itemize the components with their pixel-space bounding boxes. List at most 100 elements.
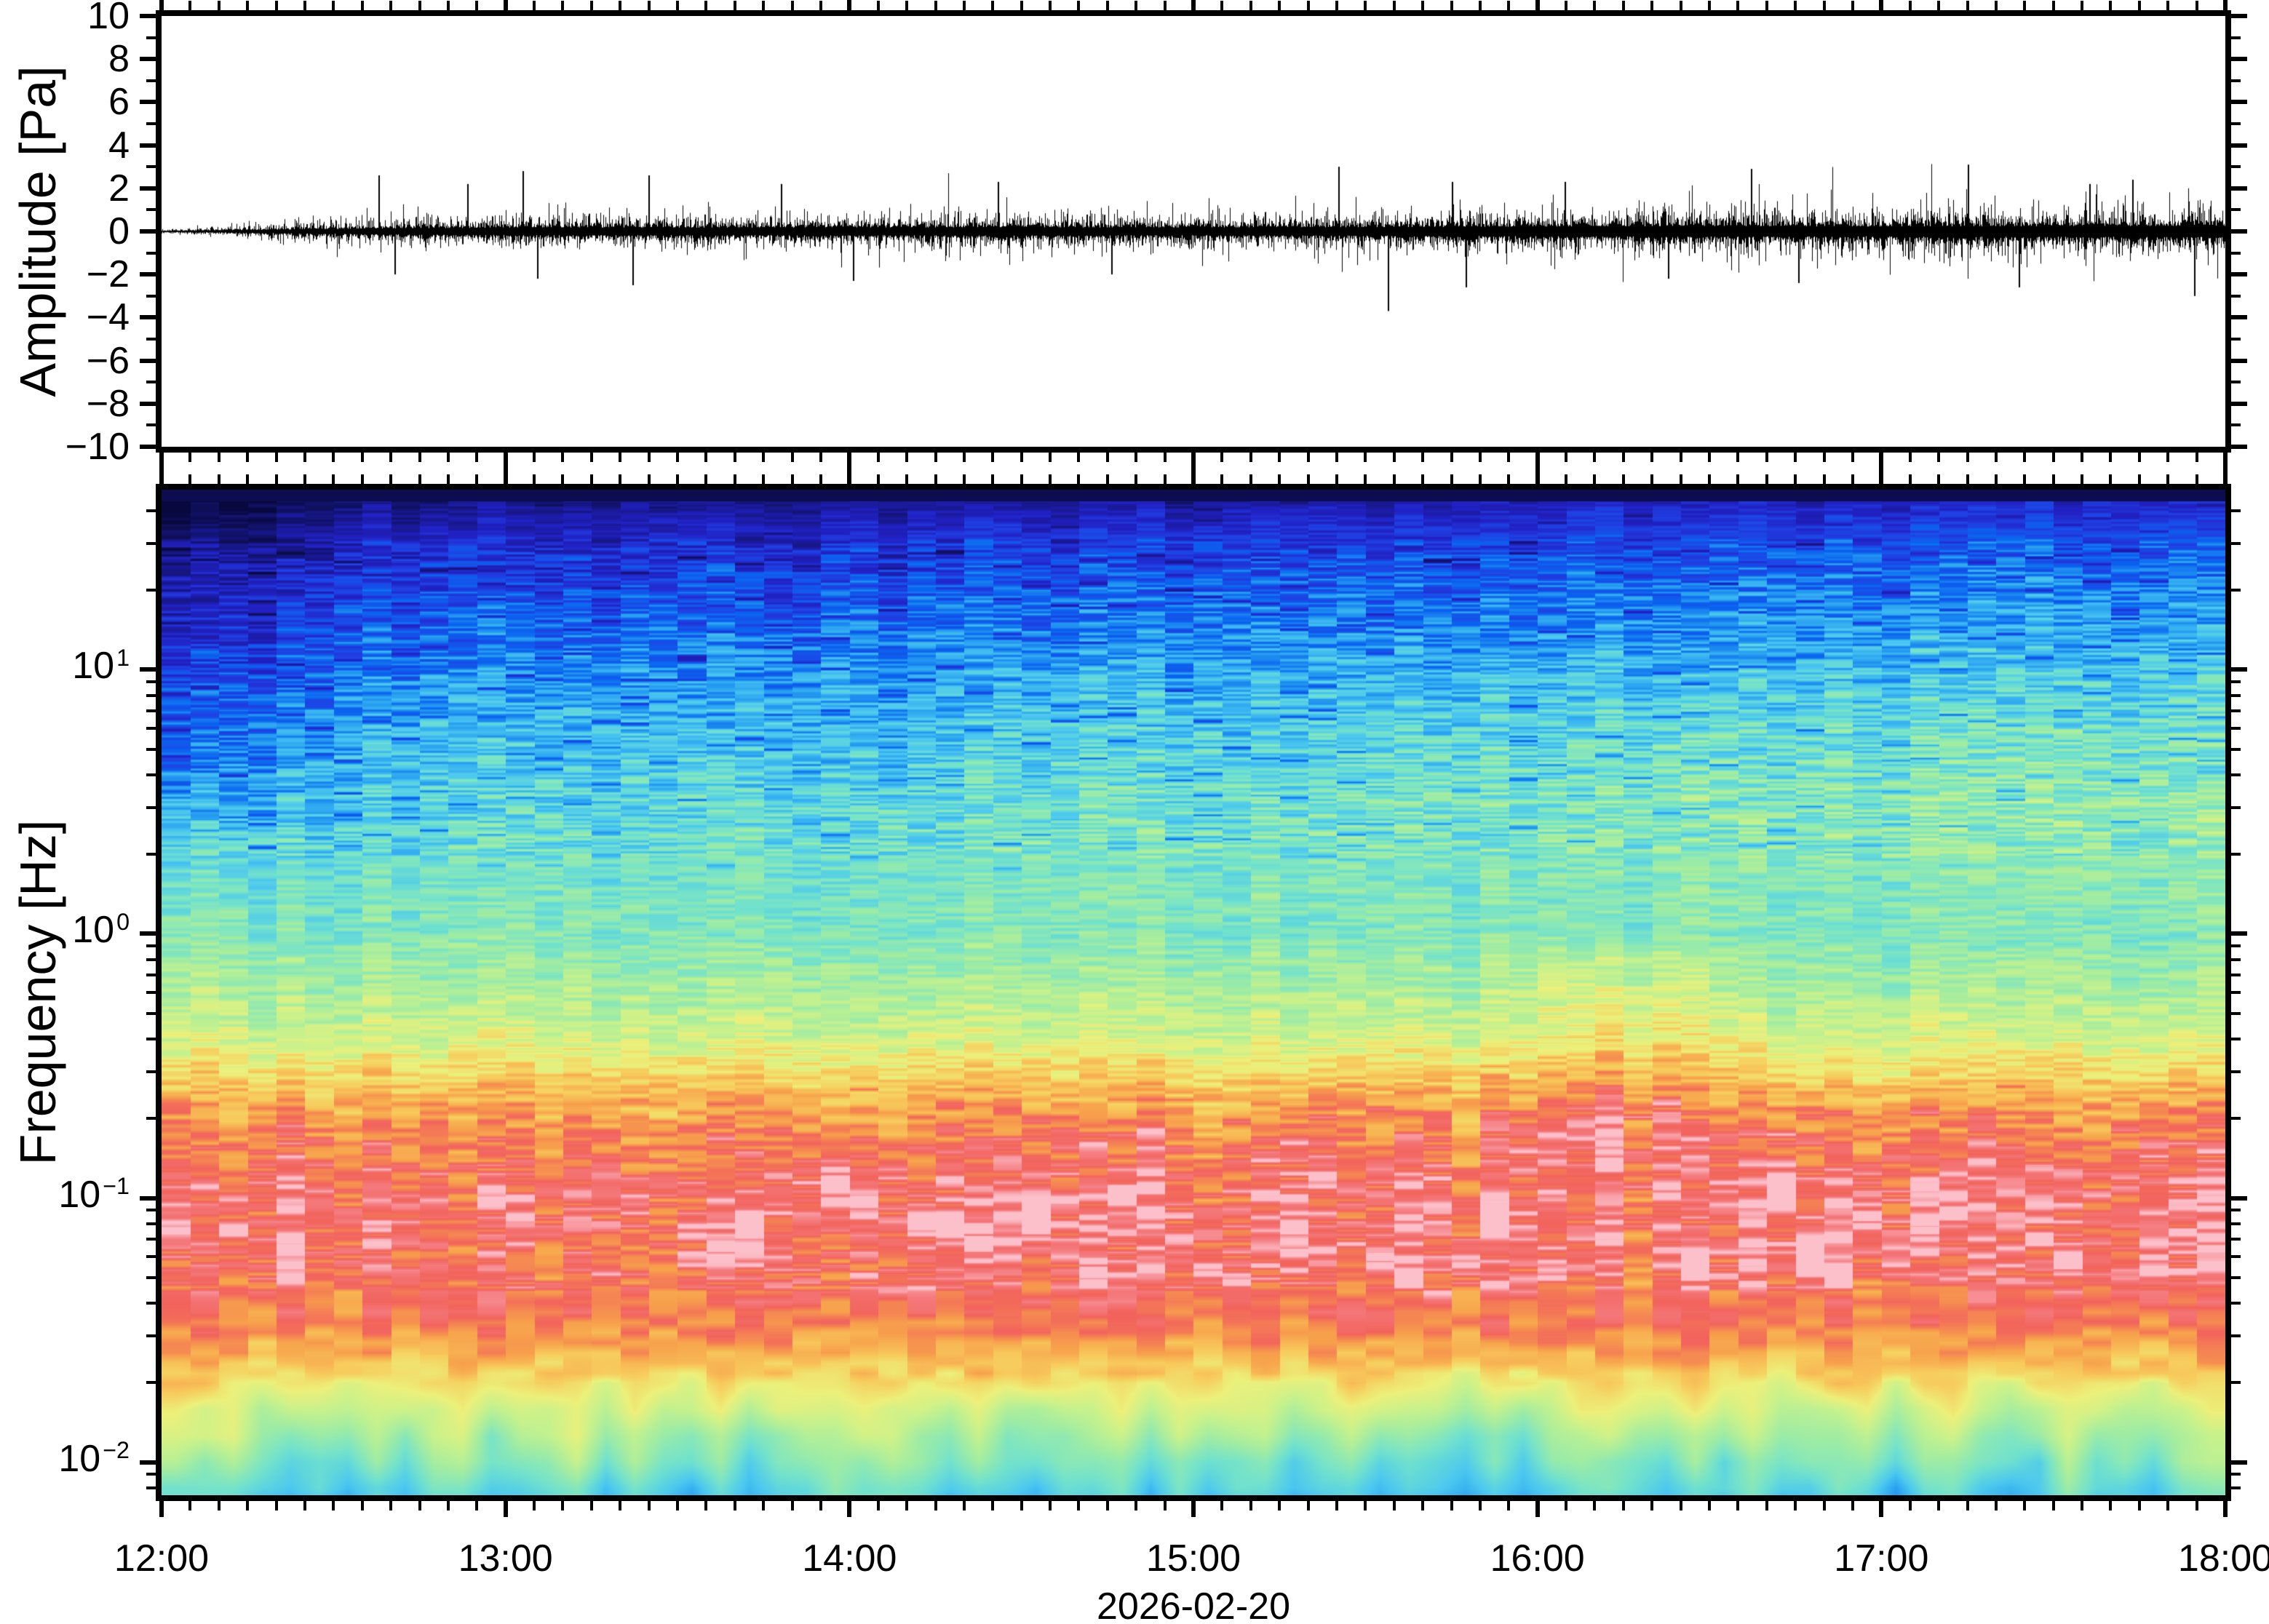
x-tick	[475, 453, 478, 462]
amplitude-tick-label: 10	[87, 0, 130, 37]
x-tick	[1565, 474, 1567, 484]
x-tick	[905, 1501, 908, 1510]
x-tick	[1736, 474, 1739, 484]
x-tick	[1593, 1, 1596, 10]
x-tick	[1851, 1501, 1854, 1510]
x-tick	[1565, 1501, 1567, 1510]
x-tick	[1708, 1, 1711, 10]
x-tick	[905, 453, 908, 462]
amp-y-tick	[140, 229, 156, 234]
freq-y-tick	[146, 509, 156, 512]
freq-y-tick	[2231, 958, 2241, 961]
x-tick	[1249, 1501, 1252, 1510]
x-tick	[475, 1501, 478, 1510]
x-tick	[2023, 453, 2026, 462]
amp-y-tick	[146, 165, 156, 168]
freq-y-tick	[2231, 1038, 2241, 1040]
x-tick	[1680, 453, 1682, 462]
x-tick	[934, 1, 937, 10]
x-tick	[905, 1, 908, 10]
x-tick	[991, 1, 994, 10]
x-tick	[734, 1501, 736, 1510]
x-tick	[1393, 474, 1396, 484]
freq-y-tick	[2231, 727, 2241, 730]
x-tick	[1077, 1501, 1080, 1510]
x-tick	[1765, 474, 1768, 484]
x-tick	[1851, 474, 1854, 484]
x-tick	[1335, 453, 1338, 462]
x-tick	[504, 453, 508, 469]
frequency-tick-label: 101	[0, 643, 130, 688]
amp-y-tick	[140, 402, 156, 406]
x-tick	[1106, 474, 1109, 484]
x-tick	[1077, 474, 1080, 484]
x-tick	[1421, 1, 1424, 10]
x-tick	[1851, 1, 1854, 10]
amp-y-tick	[2231, 122, 2241, 125]
x-tick	[1650, 474, 1653, 484]
x-tick	[847, 0, 851, 10]
x-tick	[1020, 1501, 1023, 1510]
x-tick	[1249, 453, 1252, 462]
x-tick	[590, 474, 593, 484]
x-tick	[1278, 1501, 1281, 1510]
x-tick	[1937, 474, 1940, 484]
x-tick	[1937, 1501, 1940, 1510]
x-tick	[2196, 453, 2198, 462]
freq-y-tick	[2231, 748, 2241, 751]
x-tick	[361, 1501, 364, 1510]
x-tick	[2052, 474, 2055, 484]
x-tick	[791, 1, 794, 10]
x-tick	[1220, 453, 1223, 462]
freq-y-tick	[146, 1486, 156, 1489]
x-tick	[361, 474, 364, 484]
amp-y-tick	[2231, 359, 2247, 363]
x-tick	[1708, 474, 1711, 484]
freq-y-tick	[146, 1381, 156, 1384]
x-tick	[1164, 474, 1167, 484]
amp-y-tick	[140, 445, 156, 449]
x-tick	[963, 474, 966, 484]
x-tick	[1106, 1501, 1109, 1510]
x-tick	[1736, 453, 1739, 462]
amplitude-tick-label: 2	[108, 167, 130, 210]
x-tick	[332, 1, 335, 10]
amp-y-tick	[2231, 229, 2247, 234]
freq-tick-exponent: −2	[103, 1436, 130, 1463]
x-tick	[2196, 1, 2198, 10]
x-tick	[159, 453, 164, 469]
x-tick	[1995, 1501, 1998, 1510]
x-tick	[475, 474, 478, 484]
x-tick	[1765, 453, 1768, 462]
x-tick	[1879, 468, 1883, 484]
x-tick	[1680, 474, 1682, 484]
x-tick	[1622, 1501, 1625, 1510]
x-tick	[1049, 453, 1052, 462]
amp-y-tick	[146, 295, 156, 298]
amp-y-tick	[146, 338, 156, 341]
x-tick	[934, 1501, 937, 1510]
x-tick	[847, 468, 851, 484]
x-tick	[561, 1501, 564, 1510]
x-tick	[361, 1, 364, 10]
freq-y-tick	[140, 1460, 156, 1465]
x-tick	[1307, 1, 1310, 10]
amp-y-tick	[2231, 79, 2241, 82]
freq-y-tick	[2231, 1334, 2241, 1337]
x-tick	[561, 474, 564, 484]
time-tick-label: 14:00	[802, 1537, 897, 1580]
x-tick	[188, 1501, 191, 1510]
x-tick	[246, 453, 249, 462]
x-tick	[2023, 1, 2026, 10]
x-tick	[619, 474, 621, 484]
x-tick	[447, 453, 450, 462]
x-tick	[2166, 1, 2169, 10]
x-tick	[762, 1, 765, 10]
amp-y-tick	[2231, 36, 2241, 39]
x-tick	[963, 1, 966, 10]
x-tick	[533, 1, 536, 10]
x-tick	[1278, 1, 1281, 10]
amp-y-tick	[146, 381, 156, 383]
x-tick	[1823, 1501, 1826, 1510]
freq-y-tick	[146, 1473, 156, 1476]
